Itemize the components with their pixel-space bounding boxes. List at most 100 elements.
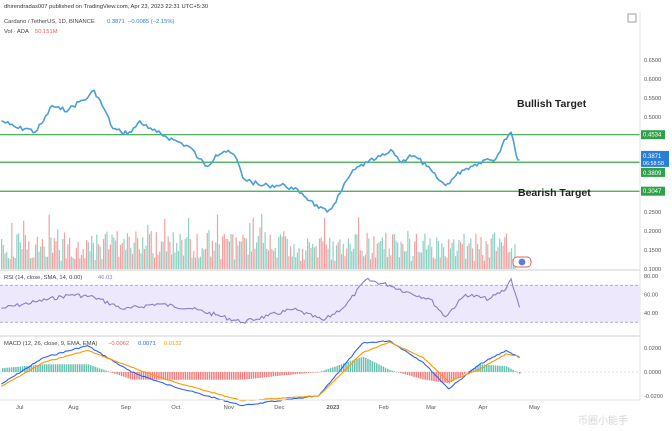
volume-bar: [120, 244, 122, 269]
volume-bar: [490, 238, 492, 269]
macd-hist-bar: [8, 367, 11, 372]
volume-bar: [341, 254, 343, 269]
macd-hist-bar: [510, 368, 512, 372]
volume-bar: [337, 242, 339, 269]
volume-bar: [283, 231, 285, 269]
volume-bar: [451, 242, 453, 269]
symbol-text: Cardano / TetherUS, 1D, BINANCE: [4, 19, 95, 25]
volume-bar: [92, 242, 94, 269]
macd-axis: 0.0200 0.0000 -0.0200: [644, 346, 663, 400]
macd-hist-bar: [59, 364, 61, 372]
volume-bar: [449, 248, 451, 269]
macd-hist-bar: [323, 370, 325, 372]
macd-hist-bar: [13, 367, 15, 372]
volume-bar: [473, 261, 475, 269]
volume-bar: [407, 231, 409, 269]
price-tick-label: 0.5000: [644, 115, 661, 121]
macd-hist-bar: [52, 364, 55, 372]
volume-bar: [142, 237, 144, 269]
rsi-pane: RSI (14, close, SMA, 14, 0.00) 46.03 80.…: [0, 274, 658, 324]
volume-bar: [346, 248, 348, 269]
volume-bar: [206, 233, 208, 269]
volume-bar: [41, 239, 43, 269]
volume-bar: [7, 258, 9, 269]
volume-bar: [230, 234, 232, 269]
volume-bar: [388, 248, 390, 269]
macd-hist-bar: [349, 361, 352, 372]
macd-hist-bar: [354, 359, 356, 372]
macd-hist-bar: [17, 366, 19, 372]
volume-bar: [128, 236, 130, 269]
volume-bar: [131, 253, 134, 269]
volume-bar: [446, 257, 448, 269]
macd-hist-bar: [248, 372, 250, 380]
volume-bar: [385, 232, 387, 269]
volume-bar: [295, 257, 297, 269]
price-tick-label: 0.1000: [644, 267, 661, 273]
macd-hist-bar: [435, 372, 437, 382]
macd-hist-bar: [114, 372, 116, 374]
volume-bar: [376, 243, 378, 269]
volume-bar: [405, 251, 407, 269]
macd-hist-bar: [151, 372, 154, 380]
macd-hist-bar: [301, 372, 303, 374]
macd-hist-bar: [360, 357, 363, 372]
macd-hist-bar: [233, 372, 235, 380]
macd-series-line: [1, 340, 520, 407]
volume-bar: [351, 251, 353, 269]
volume-bar: [196, 233, 198, 269]
volume-bar: [444, 256, 446, 269]
volume-bar: [215, 242, 217, 269]
macd-hist-bar: [87, 364, 90, 372]
volume-bar: [29, 258, 32, 269]
macd-hist-bar: [226, 372, 228, 380]
volume-bar: [174, 252, 176, 269]
macd-hist-bar: [338, 365, 341, 372]
volume-bar: [9, 259, 11, 269]
macd-hist-bar: [316, 372, 319, 373]
volume-bar: [198, 257, 200, 269]
macd-hist-bar: [189, 372, 191, 380]
volume-bar: [96, 234, 98, 269]
macd-hist-bar: [54, 364, 57, 372]
volume-bar: [361, 250, 363, 269]
volume-bar: [398, 257, 400, 269]
volume-bar: [55, 241, 57, 269]
volume-bar: [201, 248, 203, 269]
macd-hist-bar: [508, 367, 510, 372]
watermark-text: 币圈小能手: [578, 414, 628, 427]
rsi-tick-label: 80.00: [644, 274, 658, 280]
macd-hist-bar: [228, 372, 231, 380]
macd-hist-bar: [35, 365, 37, 372]
macd-hist-bar: [382, 366, 385, 372]
volume-bar: [507, 252, 509, 269]
volume-bar: [239, 241, 241, 269]
macd-hist-bar: [501, 365, 503, 372]
macd-hist-bar: [219, 372, 222, 380]
macd-hist-bar: [26, 365, 28, 372]
macd-hist-bar: [213, 372, 215, 380]
rsi-tick-label: 40.00: [644, 311, 658, 317]
macd-hist-bar: [116, 372, 118, 375]
macd-hist-bar: [127, 372, 129, 379]
macd-hist-bar: [415, 372, 418, 378]
volume-bar: [165, 251, 168, 269]
volume-bar: [114, 240, 117, 269]
macd-hist-bar: [39, 364, 41, 372]
volume-bars: [1, 214, 516, 269]
volume-bar: [397, 242, 399, 269]
price-tick-label: 0.2000: [644, 229, 661, 235]
macd-hist-bar: [250, 372, 253, 379]
volume-bar: [222, 236, 224, 269]
macd-hist-bar: [266, 372, 268, 378]
volume-bar: [87, 241, 89, 269]
volume-bar: [48, 214, 50, 269]
volume-bar: [460, 242, 462, 269]
macd-hist-bar: [499, 365, 501, 372]
macd-hist-bar: [19, 366, 22, 372]
volume-bar: [133, 242, 135, 269]
macd-hist-bar: [459, 372, 462, 377]
volume-bar: [443, 247, 445, 269]
macd-hist-bar: [61, 364, 63, 372]
volume-bar: [332, 241, 334, 269]
